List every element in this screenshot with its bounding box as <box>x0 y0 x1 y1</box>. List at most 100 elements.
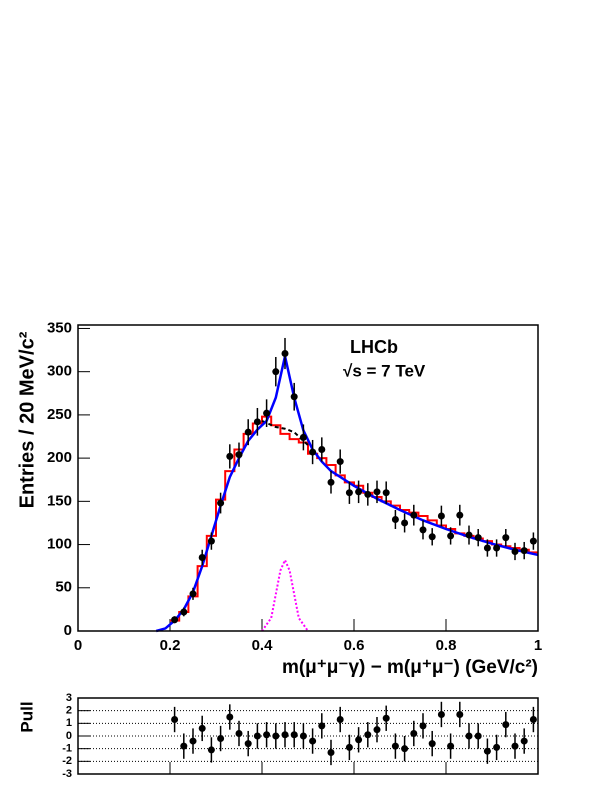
data-point <box>502 534 510 542</box>
y-tick-label: 1 <box>66 717 72 729</box>
data-point <box>309 737 317 745</box>
data-point <box>235 729 243 737</box>
data-point <box>456 710 464 718</box>
data-point <box>465 732 473 740</box>
data-point <box>483 544 491 552</box>
data-point <box>336 458 344 466</box>
data-point <box>437 512 445 520</box>
data-point <box>226 452 234 460</box>
data-point <box>465 531 473 539</box>
data-point <box>520 737 528 745</box>
data-point <box>382 489 390 497</box>
data-point <box>355 736 363 744</box>
data-point <box>171 616 179 624</box>
plot-frame <box>77 324 539 632</box>
data-point <box>281 350 289 358</box>
data-point <box>391 515 399 523</box>
data-point <box>456 511 464 519</box>
data-point <box>474 732 482 740</box>
data-point <box>529 716 537 724</box>
data-point <box>318 722 326 730</box>
plot-frame <box>77 697 539 775</box>
data-point <box>217 735 225 743</box>
data-point <box>391 742 399 750</box>
x-tick-label: 0.6 <box>344 637 365 654</box>
annotation: LHCb <box>350 337 398 357</box>
data-point <box>373 726 381 734</box>
y-tick-label: 0 <box>66 730 72 742</box>
data-point <box>189 737 197 745</box>
x-tick-label: 0.8 <box>436 637 457 654</box>
data-point <box>419 526 427 534</box>
data-point <box>428 740 436 748</box>
data-point <box>180 608 188 616</box>
data-point <box>272 368 280 376</box>
data-point <box>171 716 179 724</box>
data-point <box>290 393 298 401</box>
data-point <box>410 511 418 519</box>
x-axis-label: m(μ⁺μ⁻γ) − m(μ⁺μ⁻) (GeV/c²) <box>282 657 538 678</box>
data-point <box>299 433 307 441</box>
x-tick-label: 1 <box>534 637 542 654</box>
data-point <box>327 478 335 486</box>
x-tick-label: 0.2 <box>160 637 181 654</box>
y-tick-label: -1 <box>62 743 72 755</box>
data-point <box>207 537 215 545</box>
data-point <box>493 544 501 552</box>
x-tick-label: 0 <box>74 637 82 654</box>
data-point <box>401 745 409 753</box>
data-point <box>437 710 445 718</box>
y-tick-label: 300 <box>47 363 72 380</box>
data-point <box>382 714 390 722</box>
data-point <box>207 746 215 754</box>
fit-curve <box>261 420 309 446</box>
data-point <box>299 732 307 740</box>
y-tick-label: -3 <box>62 768 72 780</box>
data-point <box>226 713 234 721</box>
data-point <box>318 445 326 453</box>
data-point <box>290 731 298 739</box>
data-point <box>336 716 344 724</box>
data-point <box>189 590 197 598</box>
data-point <box>511 547 519 555</box>
annotation: √s = 7 TeV <box>343 361 426 380</box>
data-point <box>345 489 353 497</box>
data-point <box>198 724 206 732</box>
data-point <box>244 428 252 436</box>
y-tick-label: 350 <box>47 319 72 336</box>
data-point <box>520 547 528 555</box>
y-axis-label: Entries / 20 MeV/c² <box>16 331 38 508</box>
data-point <box>502 721 510 729</box>
y-tick-label: 200 <box>47 449 72 466</box>
x-tick-label: 0.4 <box>252 637 274 654</box>
data-point <box>327 748 335 756</box>
data-point <box>428 533 436 541</box>
data-point <box>364 490 372 498</box>
data-point <box>364 731 372 739</box>
data-point <box>529 537 537 545</box>
y-tick-label: 3 <box>66 692 72 704</box>
data-point <box>180 742 188 750</box>
data-point <box>217 499 225 507</box>
data-point <box>309 448 317 456</box>
y-axis-label: Pull <box>17 701 36 732</box>
data-point <box>281 731 289 739</box>
data-point <box>447 532 455 540</box>
data-point <box>272 732 280 740</box>
data-point <box>447 742 455 750</box>
data-point <box>410 729 418 737</box>
data-point <box>474 534 482 542</box>
data-point <box>419 722 427 730</box>
data-point <box>511 742 519 750</box>
y-tick-label: 50 <box>55 579 72 596</box>
data-point <box>345 743 353 751</box>
y-tick-label: 150 <box>47 492 72 509</box>
data-point <box>263 409 271 417</box>
data-point <box>198 554 206 562</box>
y-tick-label: 250 <box>47 406 72 423</box>
data-point <box>235 451 243 459</box>
y-tick-label: 0 <box>64 622 72 639</box>
data-point <box>263 731 271 739</box>
data-point <box>355 488 363 496</box>
